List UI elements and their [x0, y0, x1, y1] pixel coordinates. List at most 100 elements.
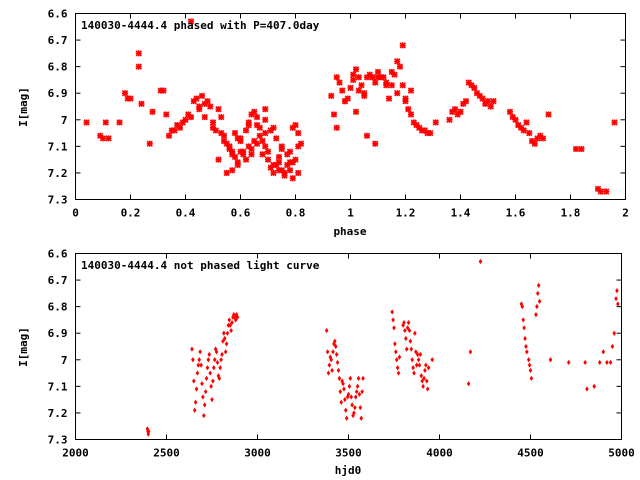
- phased-light-curve-panel: 0 0.2 0.4 0.6 0.8 1 1.2 1.4 1.6 1.8 2 6.6 6.7 6.8 6.9…: [17, 8, 629, 239]
- data-point: [420, 378, 425, 384]
- data-point: [407, 111, 415, 118]
- y-tick-label: 6.8: [48, 61, 68, 74]
- data-point: [193, 399, 198, 405]
- data-point: [403, 327, 407, 334]
- x-tick-label: 0.6: [231, 207, 251, 220]
- data-point: [334, 351, 339, 358]
- data-point: [353, 394, 358, 400]
- phased-x-axis: 0 0.2 0.4 0.6 0.8 1 1.2 1.4 1.6 1.8 2: [72, 13, 629, 220]
- data-point: [262, 116, 269, 123]
- data-point: [329, 357, 334, 363]
- data-point: [369, 74, 376, 81]
- data-point: [231, 129, 239, 137]
- data-point: [374, 68, 382, 76]
- data-point: [446, 116, 453, 123]
- data-point: [273, 135, 280, 142]
- x-tick-label: 0.4: [176, 207, 196, 220]
- data-point: [208, 370, 212, 376]
- data-point: [418, 351, 423, 358]
- data-point: [402, 319, 406, 326]
- data-point: [222, 335, 227, 342]
- data-point: [218, 113, 225, 121]
- data-point: [337, 375, 342, 381]
- data-point: [548, 357, 553, 363]
- data-point: [284, 151, 291, 158]
- data-point: [210, 397, 214, 403]
- data-point: [289, 175, 296, 182]
- data-point: [196, 362, 201, 368]
- data-point: [192, 378, 196, 384]
- data-point: [198, 349, 202, 355]
- data-point: [135, 63, 142, 70]
- data-point: [194, 386, 199, 392]
- data-point: [218, 365, 222, 371]
- data-point: [415, 351, 420, 358]
- data-point: [330, 367, 334, 374]
- unphased-y-axis: 6.6 6.7 6.8 6.9 7 7.1 7.2 7.3: [48, 248, 622, 447]
- y-tick-label: 7.2: [48, 407, 68, 420]
- data-point: [344, 415, 349, 421]
- data-point: [585, 386, 589, 392]
- data-point: [385, 95, 393, 102]
- data-point: [451, 105, 459, 113]
- data-point: [99, 135, 107, 142]
- data-point: [425, 386, 430, 392]
- data-point: [372, 140, 379, 147]
- data-point: [146, 428, 151, 435]
- data-point: [220, 351, 224, 358]
- data-point: [219, 357, 223, 363]
- data-point: [251, 137, 258, 145]
- data-point: [535, 304, 539, 310]
- data-point: [222, 330, 226, 336]
- data-point: [612, 330, 617, 336]
- data-point: [275, 167, 283, 174]
- data-point: [204, 98, 211, 105]
- phased-y-axis: 6.6 6.7 6.8 6.9 7 7.1 7.2 7.3: [48, 8, 626, 207]
- data-point: [295, 169, 302, 177]
- data-point: [522, 325, 526, 331]
- x-tick-label: 3000: [244, 447, 271, 460]
- data-point: [330, 111, 338, 118]
- data-point: [251, 108, 258, 115]
- data-point: [286, 159, 294, 166]
- data-point: [346, 391, 351, 397]
- data-point: [232, 312, 236, 318]
- unphased-plot-frame: [75, 253, 622, 440]
- data-point: [295, 143, 302, 150]
- data-point: [212, 357, 217, 363]
- data-point: [343, 407, 348, 413]
- data-point: [523, 335, 527, 342]
- data-point: [413, 330, 417, 336]
- data-point: [245, 143, 252, 150]
- data-point: [233, 317, 238, 323]
- data-point: [209, 383, 213, 389]
- data-point: [231, 153, 239, 161]
- data-point: [616, 301, 620, 307]
- data-point: [490, 98, 497, 105]
- unphased-light-curve-panel: 2000 2500 3000 3500 4000 4500 5000 6.66.76.86.…: [17, 248, 635, 478]
- data-point: [341, 98, 349, 105]
- x-tick-label: 0.2: [121, 207, 141, 220]
- data-point: [259, 151, 266, 158]
- data-point: [240, 151, 247, 158]
- data-point: [171, 127, 178, 134]
- data-point: [361, 375, 365, 381]
- data-point: [245, 121, 252, 129]
- data-point: [207, 103, 214, 110]
- data-point: [203, 389, 208, 395]
- data-point: [204, 375, 209, 381]
- data-point: [201, 113, 208, 121]
- data-point: [202, 402, 207, 408]
- x-tick-label: 5000: [608, 447, 635, 460]
- data-point: [583, 359, 587, 366]
- data-point: [227, 317, 232, 323]
- data-point: [336, 79, 343, 86]
- y-tick-label: 7.3: [48, 194, 68, 207]
- data-point: [610, 343, 615, 350]
- data-point: [412, 370, 416, 376]
- data-point: [417, 362, 422, 368]
- data-point: [423, 367, 427, 374]
- data-point: [160, 87, 167, 94]
- data-point: [572, 145, 580, 153]
- data-point: [340, 378, 344, 384]
